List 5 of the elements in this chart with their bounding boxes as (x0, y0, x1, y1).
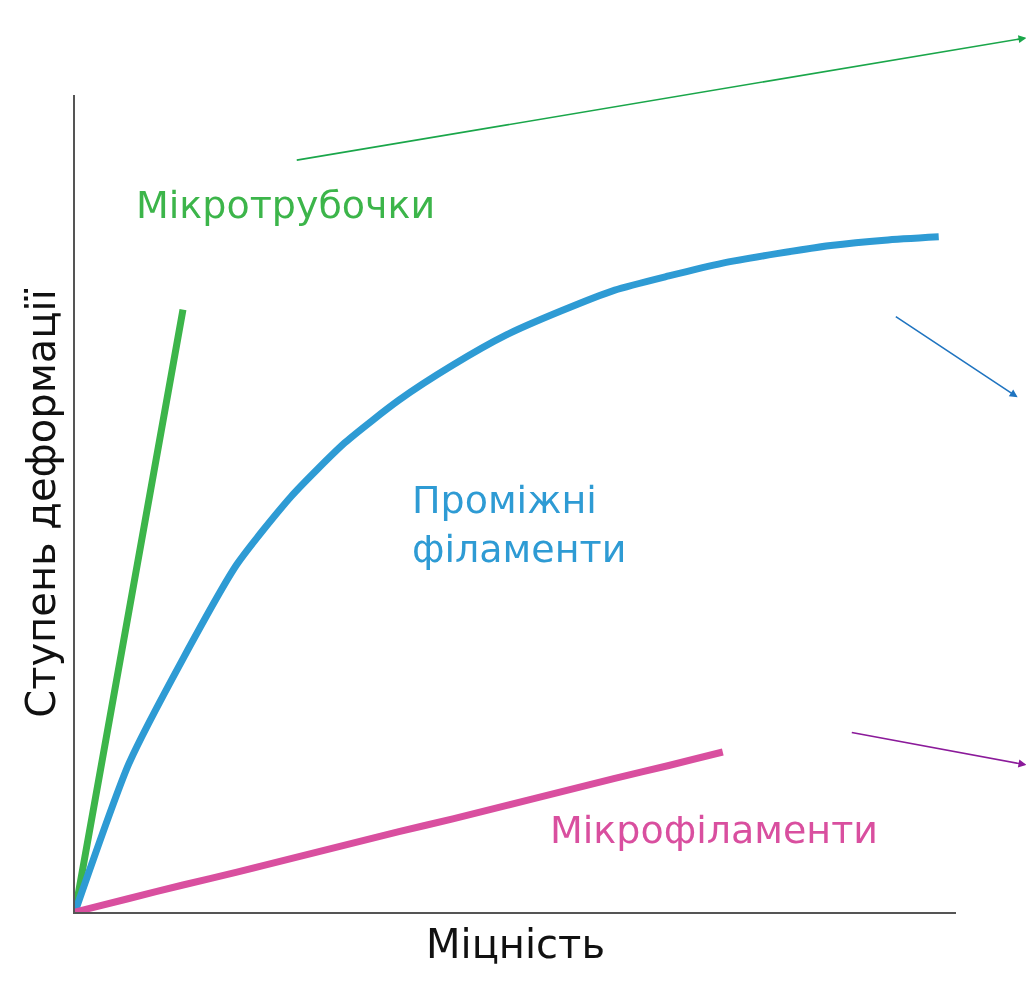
series-label: Мікрофіламенти (550, 808, 879, 852)
x-axis-title: Міцність (426, 921, 605, 968)
text: Мікротрубочки (136, 183, 436, 227)
series-label: Проміжні філаменти (412, 478, 627, 572)
y-axis-title: Ступень деформації (18, 288, 64, 718)
